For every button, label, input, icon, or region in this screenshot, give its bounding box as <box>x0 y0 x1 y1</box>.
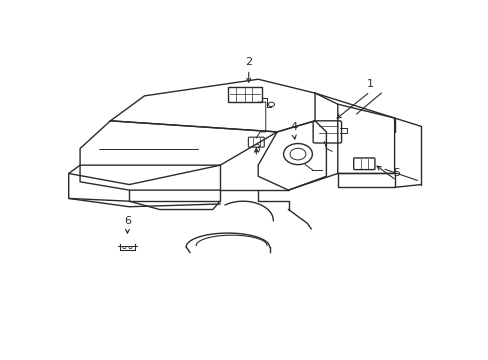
Bar <box>227 87 262 102</box>
FancyBboxPatch shape <box>248 137 264 147</box>
Text: 4: 4 <box>290 122 297 132</box>
FancyBboxPatch shape <box>312 121 341 143</box>
Text: 2: 2 <box>244 57 252 67</box>
Text: 5: 5 <box>392 168 399 177</box>
Text: 1: 1 <box>366 79 373 89</box>
Text: 6: 6 <box>123 216 131 226</box>
Text: 3: 3 <box>252 144 259 154</box>
FancyBboxPatch shape <box>353 158 374 170</box>
